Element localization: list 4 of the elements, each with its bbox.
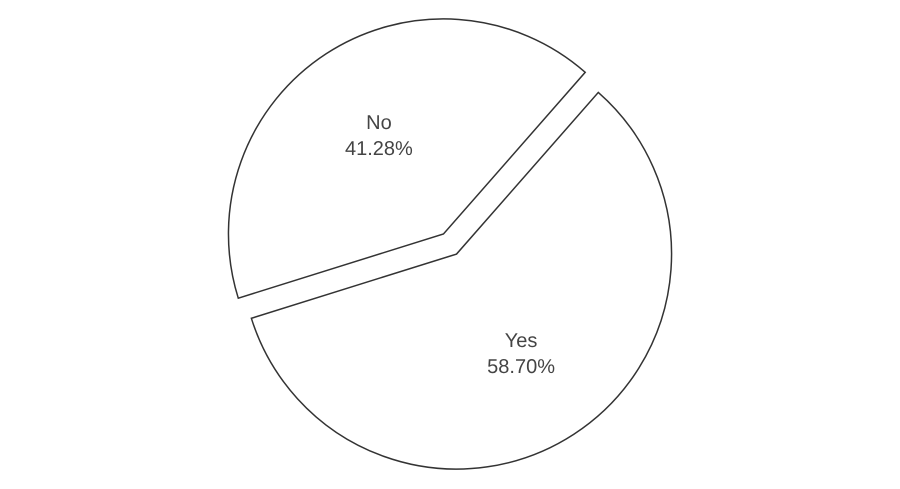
data-label: 41.28% — [345, 138, 414, 160]
slice-label: No — [366, 112, 392, 134]
slice-label: Yes — [504, 330, 538, 352]
data-label: 58.70% — [487, 356, 556, 378]
